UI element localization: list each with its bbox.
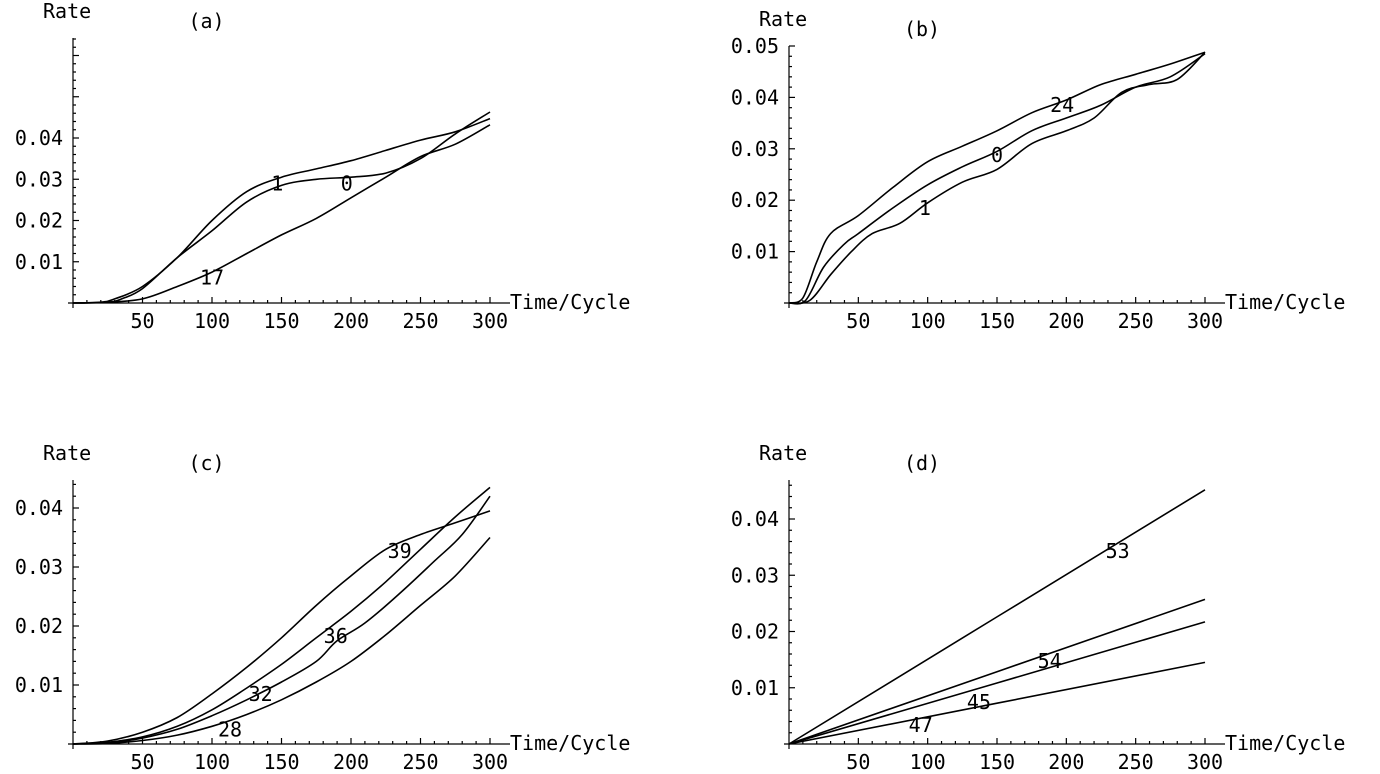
x-tick-label: 250 [402, 750, 438, 774]
series-line-36 [72, 486, 491, 745]
x-axis-label: Time/Cycle [510, 731, 630, 755]
x-tick-label: 100 [194, 309, 230, 333]
y-tick-label: 0.02 [15, 209, 63, 233]
x-tick-label: 200 [333, 750, 369, 774]
chart-panel-2: 50 100 150 200 250 300 0.01 0.02 0.03 0.04 0.05 Rat… [731, 7, 1346, 333]
series-line-0 [788, 53, 1206, 305]
chart-panel-3: 50 100 150 200 250 300 0.01 0.02 0.03 0.04 Rate Tim… [15, 441, 631, 774]
x-tick-label: 250 [1118, 309, 1154, 333]
y-tick-label: 0.03 [731, 137, 779, 161]
x-tick-label: 150 [979, 750, 1015, 774]
y-tick-label: 0.04 [15, 496, 63, 520]
x-tick-label: 150 [979, 309, 1015, 333]
x-axis-label: Time/Cycle [1225, 731, 1345, 755]
chart-panel-4: 50 100 150 200 250 300 0.01 0.02 0.03 0.04 Rate Tim… [731, 441, 1346, 774]
chart-panel-1: 50 100 150 200 250 300 0.01 0.02 0.03 0.04 Rate Tim… [15, 0, 631, 333]
x-tick-label: 200 [1048, 750, 1084, 774]
curve-label-36: 36 [324, 624, 348, 648]
y-tick-label: 0.03 [15, 167, 63, 191]
y-tick-label: 0.01 [731, 240, 779, 264]
curve-label-39: 39 [388, 539, 412, 563]
x-tick-label: 300 [1187, 750, 1223, 774]
x-tick-label: 50 [130, 309, 154, 333]
series-line-39 [72, 510, 491, 745]
series-line-47 [788, 661, 1206, 745]
series-line-28 [72, 536, 491, 745]
curve-label-47: 47 [909, 713, 933, 737]
y-tick-label: 0.03 [15, 555, 63, 579]
x-tick-label: 250 [402, 309, 438, 333]
curve-label-1: 1 [919, 196, 931, 220]
panel-title: (c) [188, 451, 224, 475]
y-tick-label: 0.04 [15, 126, 63, 150]
series-line-1 [72, 117, 491, 304]
x-axis-label: Time/Cycle [510, 290, 630, 314]
series-line-1 [788, 51, 1206, 305]
x-tick-label: 200 [1048, 309, 1084, 333]
curve-label-54: 54 [1038, 649, 1062, 673]
series-line-0 [72, 111, 491, 304]
y-tick-label: 0.04 [731, 85, 779, 109]
y-tick-label: 0.02 [731, 188, 779, 212]
x-tick-label: 300 [472, 309, 508, 333]
y-tick-label: 0.05 [731, 34, 779, 58]
y-tick-label: 0.01 [731, 676, 779, 700]
x-tick-label: 50 [846, 309, 870, 333]
curve-label-45: 45 [967, 690, 991, 714]
series-line-32 [72, 495, 491, 745]
y-tick-label: 0.01 [15, 250, 63, 274]
curve-label-0: 0 [341, 171, 353, 195]
y-tick-label: 0.01 [15, 673, 63, 697]
x-tick-label: 100 [910, 309, 946, 333]
y-tick-label: 0.02 [15, 614, 63, 638]
x-tick-label: 100 [194, 750, 230, 774]
curve-label-28: 28 [218, 717, 242, 741]
x-tick-label: 250 [1118, 750, 1154, 774]
x-tick-label: 300 [472, 750, 508, 774]
x-axis-label: Time/Cycle [1225, 290, 1345, 314]
curve-label-1: 1 [271, 171, 283, 195]
curve-label-53: 53 [1106, 539, 1130, 563]
curve-label-0: 0 [991, 143, 1003, 167]
panel-title: (a) [188, 9, 224, 33]
x-tick-label: 50 [130, 750, 154, 774]
y-axis-label: Rate [43, 0, 91, 23]
x-tick-label: 150 [263, 750, 299, 774]
y-axis-label: Rate [43, 441, 91, 465]
panel-title: (b) [904, 17, 940, 41]
series-line-53 [788, 489, 1206, 745]
y-axis-label: Rate [759, 7, 807, 31]
y-axis-label: Rate [759, 441, 807, 465]
series-line-54 [788, 598, 1206, 745]
panel-title: (d) [904, 451, 940, 475]
curve-label-24: 24 [1050, 93, 1074, 117]
series-line-45 [788, 621, 1206, 745]
curve-label-32: 32 [249, 682, 273, 706]
x-tick-label: 50 [846, 750, 870, 774]
series-line-24 [788, 51, 1206, 304]
x-tick-label: 150 [263, 309, 299, 333]
series-line-17 [72, 124, 491, 304]
x-tick-label: 100 [910, 750, 946, 774]
curve-label-17: 17 [200, 265, 224, 289]
y-tick-label: 0.02 [731, 620, 779, 644]
y-tick-label: 0.04 [731, 507, 779, 531]
y-tick-label: 0.03 [731, 563, 779, 587]
x-tick-label: 200 [333, 309, 369, 333]
x-tick-label: 300 [1187, 309, 1223, 333]
